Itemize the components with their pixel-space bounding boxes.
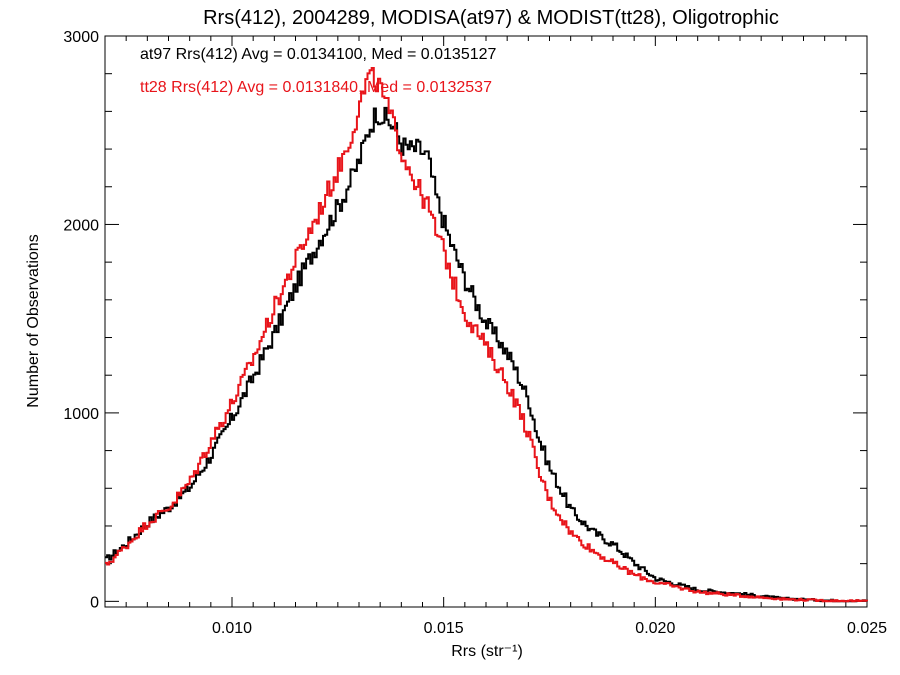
x-tick-label: 0.015 — [424, 620, 464, 637]
y-axis-label: Number of Observations — [25, 234, 42, 407]
x-tick-label: 0.010 — [212, 620, 252, 637]
x-axis-label: Rrs (str⁻¹) — [451, 643, 523, 660]
y-tick-label: 0 — [90, 594, 99, 611]
series-line-at97 — [105, 106, 868, 603]
axes: 0.010 0.015 0.020 0.025 0 1000 2000 3000 — [63, 29, 887, 637]
y-tick-label: 3000 — [63, 29, 99, 46]
series-line-tt28 — [105, 67, 868, 603]
y-tick-label: 1000 — [63, 406, 99, 423]
x-tick-label: 0.025 — [847, 620, 887, 637]
annotation-at97: at97 Rrs(412) Avg = 0.0134100, Med = 0.0… — [140, 46, 497, 63]
y-tick-label: 2000 — [63, 217, 99, 234]
series-layer — [105, 67, 868, 603]
chart-title: Rrs(412), 2004289, MODISA(at97) & MODIST… — [203, 7, 779, 29]
annotation-tt28: tt28 Rrs(412) Avg = 0.0131840, Med = 0.0… — [140, 79, 492, 96]
x-tick-label: 0.020 — [635, 620, 675, 637]
